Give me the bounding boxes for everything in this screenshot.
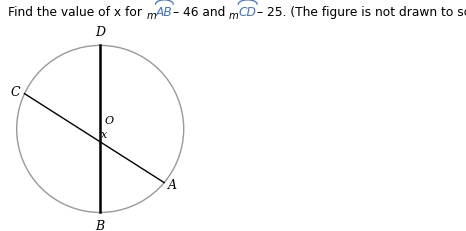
Text: – 46 and: – 46 and [173, 6, 229, 19]
Text: CD: CD [239, 6, 257, 19]
Text: m: m [229, 11, 239, 21]
Text: Find the value of x for: Find the value of x for [8, 6, 146, 19]
Text: AB: AB [156, 6, 173, 19]
Text: – 25. (The figure is not drawn to scale.): – 25. (The figure is not drawn to scale.… [257, 6, 466, 19]
Text: A: A [168, 178, 177, 191]
Text: C: C [11, 86, 21, 99]
Text: B: B [96, 219, 105, 231]
Text: O: O [104, 116, 114, 126]
Text: m: m [146, 11, 156, 21]
Text: x: x [101, 129, 107, 139]
Text: D: D [95, 26, 105, 39]
